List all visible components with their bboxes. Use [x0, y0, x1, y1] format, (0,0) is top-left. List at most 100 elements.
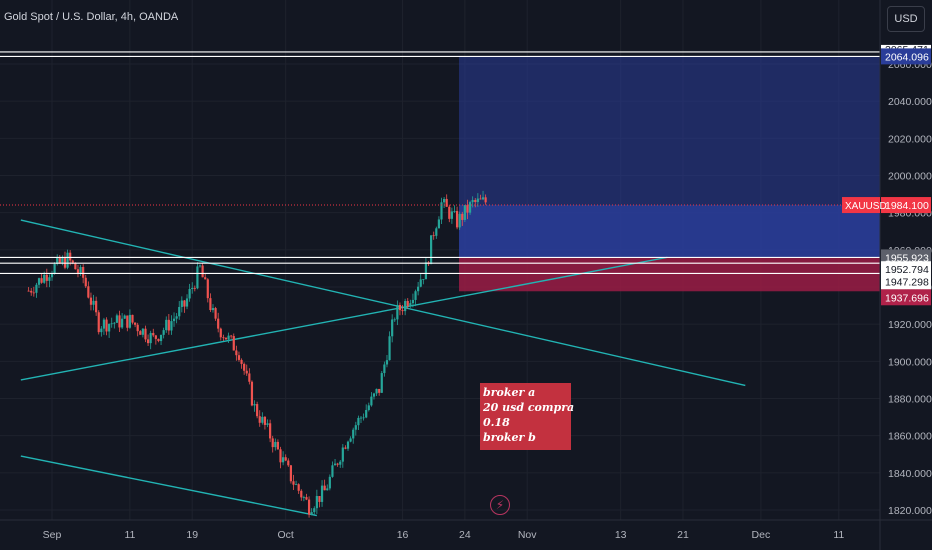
horizontal-levels — [0, 51, 880, 274]
x-tick-label: 16 — [397, 529, 409, 541]
candle-body — [170, 321, 173, 331]
candle-body — [442, 198, 446, 203]
candle-body — [375, 388, 378, 394]
candle-body — [110, 323, 113, 325]
candle-body — [219, 328, 222, 338]
annotation-line: 20 usd compra — [483, 401, 575, 414]
candle-body — [53, 263, 56, 274]
candle-body — [344, 447, 347, 449]
candle-body — [323, 485, 326, 491]
y-tick-label: 1840.000 — [888, 468, 932, 480]
candle-body — [354, 425, 357, 430]
candle-body — [165, 319, 168, 331]
candle-body — [269, 423, 272, 439]
candle-body — [422, 279, 425, 280]
x-tick-label: 21 — [677, 529, 689, 541]
y-tick-label: 1820.000 — [888, 505, 932, 517]
candle-body — [372, 393, 376, 397]
candle-body — [463, 205, 466, 220]
candle-body — [100, 328, 103, 333]
candle-body — [84, 277, 87, 287]
candle-body — [76, 269, 80, 273]
annotation-line: broker b — [483, 431, 536, 444]
candle-body — [479, 198, 482, 200]
chart-title: Gold Spot / U.S. Dollar, 4h, OANDA — [4, 11, 179, 23]
candle-body — [359, 417, 363, 419]
candle-body — [66, 252, 69, 268]
x-tick-label: 19 — [186, 529, 198, 541]
candle-body — [310, 512, 313, 515]
candle-body — [43, 274, 46, 283]
candle-body — [32, 292, 35, 294]
candle-body — [432, 235, 435, 237]
candle-body — [468, 202, 472, 213]
candle-body — [172, 318, 176, 322]
candle-body — [305, 497, 308, 500]
candle-body — [274, 441, 277, 448]
candle-body — [243, 363, 246, 371]
candle-body — [157, 338, 160, 342]
candle-body — [175, 316, 178, 319]
grid — [0, 0, 880, 520]
candle-body — [388, 336, 391, 361]
candle-body — [48, 277, 51, 281]
candle-body — [313, 508, 316, 513]
candle-body — [414, 291, 417, 300]
candle-body — [162, 330, 165, 335]
candle-body — [211, 308, 215, 311]
currency-button[interactable]: USD — [887, 6, 925, 32]
candle-body — [105, 319, 108, 332]
candle-body — [206, 279, 209, 299]
candle-body — [391, 319, 394, 337]
candle-body — [328, 476, 331, 489]
price-tags: 2065.4712064.0961984.100XAUUSD1955.92319… — [842, 44, 931, 306]
candle-body — [289, 465, 292, 482]
target-zone-upper — [459, 56, 880, 206]
lightning-icon[interactable]: ⚡︎ — [490, 495, 510, 515]
y-tick-label: 2040.000 — [888, 96, 932, 108]
candle-body — [297, 484, 300, 491]
trendline — [20, 455, 317, 517]
price-tag-label: 1952.794 — [885, 264, 929, 276]
candle-body — [89, 297, 93, 305]
candle-body — [128, 314, 131, 328]
y-tick-label: 1900.000 — [888, 356, 932, 368]
candle-body — [448, 206, 451, 219]
candle-body — [217, 318, 220, 329]
candle-body — [461, 213, 464, 220]
candle-body — [437, 219, 441, 229]
candle-body — [188, 289, 191, 299]
candle-body — [82, 266, 85, 278]
candle-body — [159, 334, 163, 342]
candle-body — [258, 416, 261, 423]
candle-body — [341, 447, 344, 462]
candle-body — [417, 286, 420, 292]
candle-body — [133, 322, 137, 325]
price-tag-bg — [881, 289, 931, 306]
price-tag-bg — [881, 48, 931, 65]
candle-body — [481, 197, 485, 200]
candle-body — [191, 287, 194, 290]
annotation-note[interactable]: broker a 20 usd compra 0.18 broker b — [480, 383, 575, 450]
y-tick-label: 1920.000 — [888, 319, 932, 331]
candle-body — [126, 315, 129, 328]
candle-body — [276, 441, 280, 450]
candle-body — [315, 495, 318, 509]
candle-body — [302, 497, 305, 498]
candle-body — [209, 298, 212, 311]
candle-body — [240, 359, 243, 364]
candle-body — [339, 461, 342, 465]
candle-body — [74, 262, 77, 270]
candle-body — [333, 463, 337, 466]
candle-body — [266, 423, 269, 425]
candle-body — [193, 287, 196, 289]
y-tick-label: 1880.000 — [888, 394, 932, 406]
x-tick-label: 11 — [833, 529, 844, 541]
candle-body — [131, 314, 134, 323]
candle-body — [411, 299, 415, 304]
candle-body — [237, 355, 241, 360]
candle-body — [484, 197, 487, 203]
x-tick-label: 13 — [615, 529, 627, 541]
price-axis: 1820.000 1840.000 1860.000 1880.000 1900.000… — [879, 0, 932, 550]
